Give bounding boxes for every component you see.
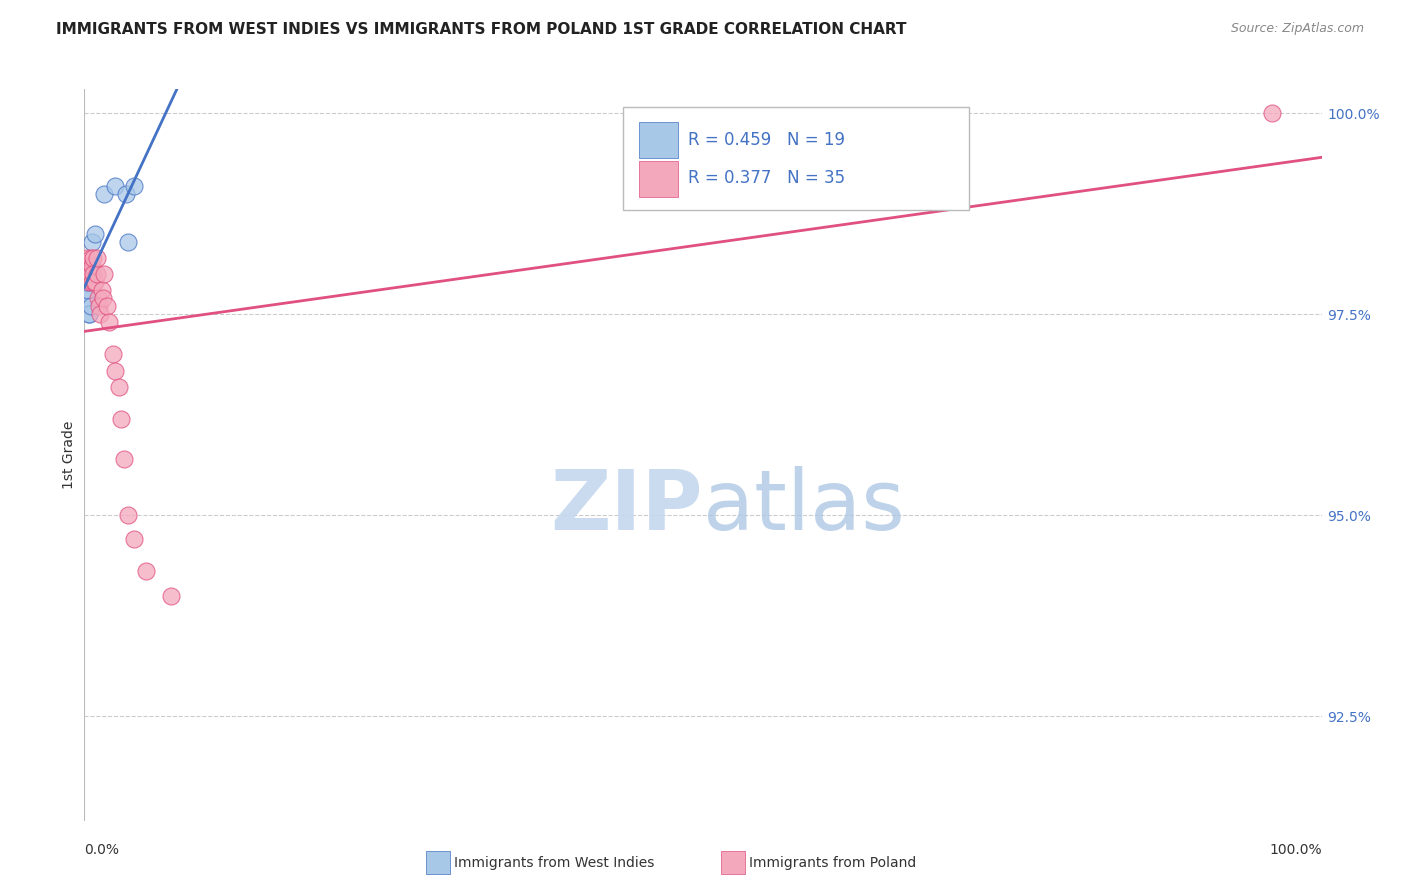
- Point: [98, 315, 121, 329]
- Point: [115, 186, 138, 201]
- Text: IMMIGRANTS FROM WEST INDIES VS IMMIGRANTS FROM POLAND 1ST GRADE CORRELATION CHAR: IMMIGRANTS FROM WEST INDIES VS IMMIGRANT…: [56, 22, 907, 37]
- Text: R = 0.377   N = 35: R = 0.377 N = 35: [688, 169, 845, 187]
- Point: [77, 283, 100, 297]
- Text: Immigrants from Poland: Immigrants from Poland: [749, 855, 917, 870]
- Point: [101, 347, 124, 361]
- Point: [89, 299, 111, 313]
- Point: [87, 291, 110, 305]
- Point: [86, 251, 108, 265]
- Text: R = 0.459   N = 19: R = 0.459 N = 19: [688, 130, 845, 149]
- Point: [89, 307, 111, 321]
- Point: [96, 299, 118, 313]
- Point: [79, 251, 101, 265]
- Point: [122, 178, 145, 193]
- Point: [79, 307, 101, 321]
- Text: atlas: atlas: [703, 466, 904, 547]
- Point: [75, 275, 97, 289]
- FancyBboxPatch shape: [623, 108, 969, 210]
- Point: [122, 533, 145, 547]
- Point: [75, 267, 97, 281]
- Point: [91, 291, 114, 305]
- Point: [82, 251, 104, 265]
- Point: [90, 283, 112, 297]
- Point: [1261, 106, 1284, 120]
- Point: [83, 275, 105, 289]
- Text: ZIP: ZIP: [551, 466, 703, 547]
- Point: [76, 259, 98, 273]
- Point: [82, 267, 104, 281]
- Point: [108, 379, 131, 393]
- Point: [93, 186, 115, 201]
- Point: [80, 275, 103, 289]
- Point: [80, 259, 103, 273]
- Point: [86, 267, 108, 281]
- Point: [76, 275, 98, 289]
- Point: [79, 307, 101, 321]
- Point: [77, 267, 100, 281]
- Point: [112, 452, 135, 467]
- Point: [77, 275, 100, 289]
- Point: [79, 299, 101, 313]
- Point: [76, 267, 98, 281]
- Point: [79, 259, 101, 273]
- Y-axis label: 1st Grade: 1st Grade: [62, 421, 76, 489]
- Point: [135, 565, 157, 579]
- Point: [80, 235, 103, 249]
- Point: [79, 275, 101, 289]
- Point: [77, 267, 100, 281]
- Text: 100.0%: 100.0%: [1270, 843, 1322, 857]
- FancyBboxPatch shape: [638, 122, 678, 158]
- Point: [76, 267, 98, 281]
- Point: [110, 411, 132, 425]
- FancyBboxPatch shape: [638, 161, 678, 197]
- Point: [93, 267, 115, 281]
- Point: [104, 178, 127, 193]
- Text: Source: ZipAtlas.com: Source: ZipAtlas.com: [1230, 22, 1364, 36]
- Text: 0.0%: 0.0%: [84, 843, 120, 857]
- Point: [104, 363, 127, 377]
- Point: [75, 259, 97, 273]
- Point: [76, 251, 98, 265]
- Point: [84, 275, 107, 289]
- Point: [160, 589, 183, 603]
- Point: [77, 267, 100, 281]
- Point: [117, 508, 139, 523]
- Point: [117, 235, 139, 249]
- Point: [84, 227, 107, 241]
- Point: [79, 267, 101, 281]
- Point: [75, 291, 97, 305]
- Text: Immigrants from West Indies: Immigrants from West Indies: [454, 855, 655, 870]
